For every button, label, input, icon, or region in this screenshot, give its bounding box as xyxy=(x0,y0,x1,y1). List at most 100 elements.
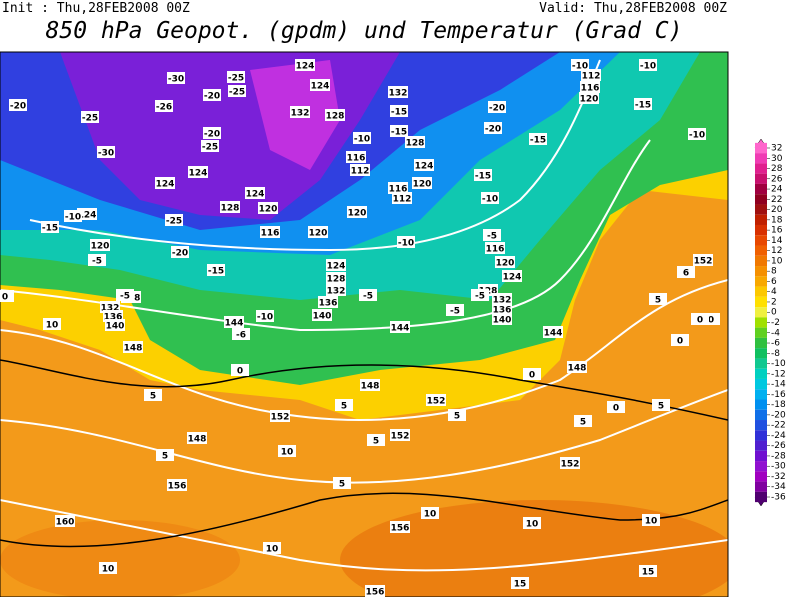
temperature-label: 0 xyxy=(2,293,8,303)
temperature-label-box xyxy=(207,264,225,276)
geopotential-label-box xyxy=(388,86,408,98)
geopotential-label: 136 xyxy=(104,313,123,323)
temperature-label: 10 xyxy=(526,520,539,530)
temperature-label: -25 xyxy=(166,217,182,227)
temperature-label: -15 xyxy=(391,108,407,118)
geopotential-label: 120 xyxy=(309,229,328,239)
temperature-label-box xyxy=(0,290,14,302)
temperature-label-box xyxy=(484,122,502,134)
geopotential-label: 124 xyxy=(246,190,265,200)
temperature-label-box xyxy=(511,577,529,589)
colorbar-swatch xyxy=(755,194,767,205)
temperature-label-box xyxy=(390,125,408,137)
geopotential-label-box xyxy=(245,187,265,199)
colorbar-swatch xyxy=(755,235,767,246)
geopotential-label-box xyxy=(390,521,410,533)
temperature-label: -25 xyxy=(82,114,98,124)
colorbar-label: 16 xyxy=(771,226,783,236)
temperature-label: 5 xyxy=(341,402,347,412)
temperature-label: 5 xyxy=(162,452,168,462)
geopotential-label: 156 xyxy=(391,524,410,534)
geopotential-label-box xyxy=(270,410,290,422)
temperature-label-box xyxy=(41,221,59,233)
colorbar-label: 0 xyxy=(771,308,777,318)
temperature-label: -6 xyxy=(236,331,246,341)
temperature-label-box xyxy=(446,304,464,316)
temperature-label: -15 xyxy=(391,128,407,138)
temperature-label-box xyxy=(171,246,189,258)
colorbar-label: -22 xyxy=(771,421,786,431)
temperature-label-box xyxy=(677,266,695,278)
temperature-label-box xyxy=(165,214,183,226)
geopotential-label: 120 xyxy=(259,205,278,215)
colorbar-label: 10 xyxy=(771,256,783,266)
temperature-label-box xyxy=(474,169,492,181)
temperature-label: 0 xyxy=(529,371,535,381)
geopotential-label: 152 xyxy=(694,257,713,267)
geopotential-label-box xyxy=(567,361,587,373)
temperature-label-box xyxy=(471,289,489,301)
temperature-label: 0 xyxy=(697,316,703,326)
colorbar-label: -10 xyxy=(771,359,786,369)
temperature-label-box xyxy=(144,389,162,401)
geopotential-label-box xyxy=(90,239,110,251)
geopotential-label: 124 xyxy=(156,180,175,190)
colorbar-swatch xyxy=(755,276,767,287)
colorbar-swatch xyxy=(755,255,767,267)
colorbar-label: 12 xyxy=(771,246,782,256)
geopotential-label-box xyxy=(325,109,345,121)
colorbar-label: -28 xyxy=(771,451,786,461)
colorbar-swatch xyxy=(755,224,767,236)
temperature-label: -10 xyxy=(482,195,498,205)
valid-time: Valid: Thu,28FEB2008 00Z xyxy=(539,1,727,16)
temperature-label: 0 xyxy=(708,316,714,326)
geopotential-label-box xyxy=(326,272,346,284)
temperature-label-box xyxy=(64,210,82,222)
temperature-label: -25 xyxy=(228,74,244,84)
geopotential-label: 148 xyxy=(188,435,207,445)
temperature-label: 15 xyxy=(642,568,655,578)
temperature-label-box xyxy=(523,517,541,529)
colorbar-swatch xyxy=(755,399,767,410)
temperature-label: 10 xyxy=(645,517,658,527)
colorbar-swatch xyxy=(755,471,767,482)
geopotential-label-box xyxy=(360,379,380,391)
geopotential-label: 132 xyxy=(493,296,512,306)
colorbar-swatch xyxy=(755,214,767,225)
temperature-label: -10 xyxy=(65,213,81,223)
temperature-label-box xyxy=(201,140,219,152)
geopotential-label: 152 xyxy=(271,413,290,423)
colorbar-label: -4 xyxy=(771,328,780,338)
init-time: Init : Thu,28FEB2008 00Z xyxy=(2,1,190,16)
colorbar: 32302826242220181614121086420-2-4-6-8-10… xyxy=(754,138,786,507)
temperature-label-box xyxy=(43,318,61,330)
temperature-label: 6 xyxy=(683,269,689,279)
colorbar-swatch xyxy=(755,430,767,441)
geopotential-label-box xyxy=(693,254,713,266)
geopotential-label-box xyxy=(495,256,515,268)
colorbar-label: 2 xyxy=(771,297,777,307)
geopotential-label: 124 xyxy=(296,62,315,72)
geopotential-label-box xyxy=(426,394,446,406)
colorbar-label: 4 xyxy=(771,287,777,297)
colorbar-label: -34 xyxy=(771,482,786,492)
colorbar-label: 32 xyxy=(771,144,782,154)
colorbar-swatch xyxy=(755,317,767,328)
temperature-label: 10 xyxy=(266,545,279,555)
geopotential-label-box xyxy=(414,159,434,171)
geopotential-label: 120 xyxy=(348,209,367,219)
geopotential-label: 144 xyxy=(391,324,410,334)
temperature-label-box xyxy=(359,289,377,301)
geopotential-label-box xyxy=(224,316,244,328)
geopotential-label-box xyxy=(492,293,512,305)
temperature-label-box xyxy=(634,98,652,110)
colorbar-swatch xyxy=(755,153,767,164)
geopotential-label-box xyxy=(579,92,599,104)
temperature-label: 0 xyxy=(677,337,683,347)
geopotential-label: 116 xyxy=(261,229,280,239)
temperature-label: 5 xyxy=(454,412,460,422)
temperature-label: -30 xyxy=(168,75,184,85)
geopotential-label-box xyxy=(581,69,601,81)
temperature-label-box xyxy=(278,445,296,457)
